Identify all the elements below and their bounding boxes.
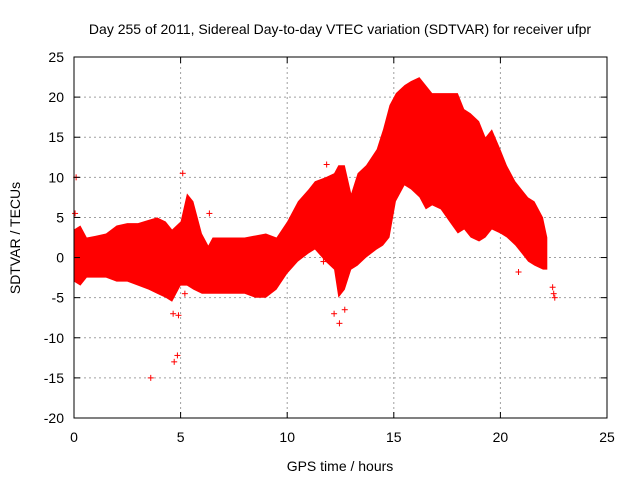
y-tick-label: 0 [56,250,64,266]
outlier-point [206,210,213,217]
outlier-point [331,310,338,317]
outlier-point [171,358,178,365]
y-axis-label: SDTVAR / TECUs [7,182,23,294]
y-tick-label: 10 [48,169,64,185]
x-tick-label: 0 [70,429,78,445]
outlier-point [515,268,522,275]
y-tick-label: -10 [44,330,64,346]
chart-title: Day 255 of 2011, Sidereal Day-to-day VTE… [89,21,591,37]
x-tick-label: 10 [279,429,295,445]
y-tick-label: -15 [44,370,64,386]
outlier-point [181,290,188,297]
plot-frame [73,56,608,419]
x-tick-label: 5 [177,429,185,445]
y-tick-label: 15 [48,129,64,145]
outlier-point [323,161,330,168]
y-tick-label: 5 [56,209,64,225]
outlier-point [175,312,182,319]
outlier-point [179,170,186,177]
outlier-point [360,174,367,181]
axes [73,56,608,419]
outlier-point [341,306,348,313]
outlier-point [320,258,327,265]
outlier-point [549,284,556,291]
x-tick-label: 25 [599,429,615,445]
tick-labels: 0 5 10 15 20 25 -20 -15 -10 -5 0 5 10 15 20 25 [44,49,615,445]
y-tick-label: 25 [48,49,64,65]
outlier-point [550,290,557,297]
data-layer [72,77,558,381]
y-tick-label: 20 [48,89,64,105]
y-tick-label: -5 [52,290,65,306]
x-tick-label: 20 [493,429,509,445]
outlier-point [147,374,154,381]
sdtvar-data-band [74,77,548,302]
outlier-point [72,210,79,217]
outlier-point [551,294,558,301]
outlier-point [533,214,540,221]
x-tick-label: 15 [386,429,402,445]
x-axis-label: GPS time / hours [287,458,394,474]
outlier-point [321,218,328,225]
outlier-point [336,320,343,327]
outlier-point [174,352,181,359]
outlier-point [170,310,177,317]
y-tick-label: -20 [44,410,64,426]
